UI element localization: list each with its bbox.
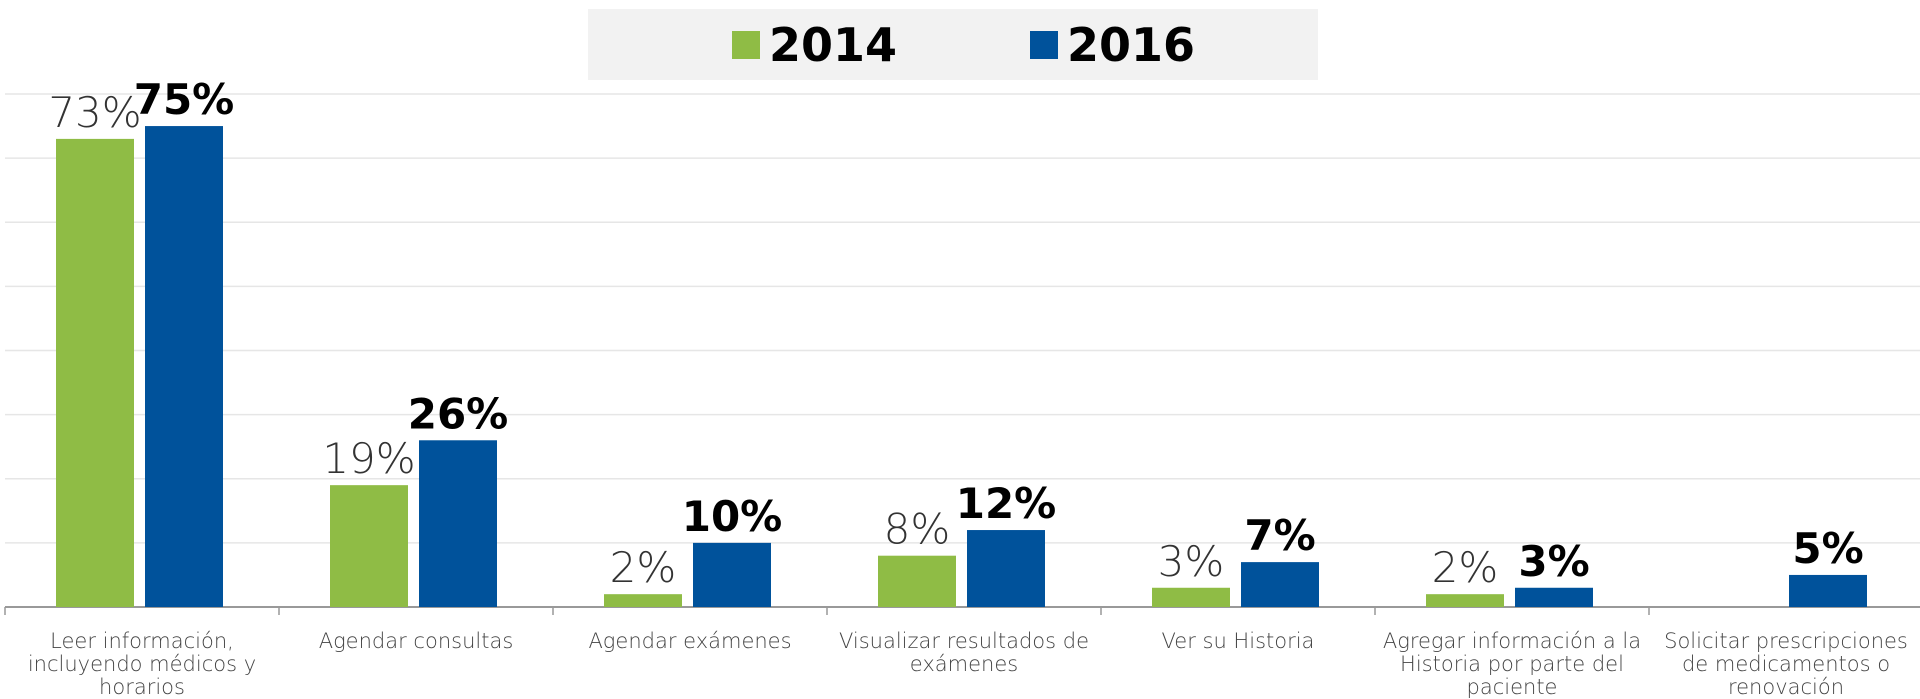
data-label: 10% [682, 492, 783, 541]
x-tick-label: Agendar exámenes [588, 629, 792, 653]
data-label: 19% [322, 434, 415, 483]
x-tick-label: Agendar consultas [318, 629, 514, 653]
bar [145, 126, 223, 607]
legend-swatch [1030, 31, 1058, 59]
bar [419, 440, 497, 607]
data-label: 3% [1518, 537, 1589, 586]
x-tick-label: Ver su Historia [1161, 629, 1315, 653]
bar [1789, 574, 1867, 607]
x-tick-label: Solicitar prescripciones de medicamentos… [1664, 629, 1908, 699]
bar [1515, 587, 1593, 607]
data-label: 75% [134, 75, 235, 124]
bar [1426, 594, 1504, 607]
x-tick-label: Leer información, incluyendo médicos y h… [27, 629, 257, 699]
bar [330, 485, 408, 607]
data-label: 7% [1244, 511, 1315, 560]
bar [56, 138, 134, 607]
legend-label: 2014 [769, 18, 897, 72]
legend-box [588, 9, 1318, 80]
data-label: 26% [408, 389, 509, 438]
bar [1241, 562, 1319, 607]
data-label: 73% [48, 88, 141, 137]
bar [878, 555, 956, 607]
data-label: 3% [1158, 537, 1225, 586]
data-label: 5% [1792, 524, 1863, 573]
data-label: 2% [610, 543, 677, 592]
x-tick-label: Visualizar resultados de exámenes [838, 629, 1090, 676]
data-label: 12% [956, 479, 1057, 528]
x-tick-label: Agregar información a la Historia por pa… [1382, 629, 1642, 699]
bar [693, 542, 771, 607]
bar [967, 530, 1045, 607]
legend-swatch [732, 31, 760, 59]
bar [1152, 587, 1230, 607]
data-label: 2% [1432, 543, 1499, 592]
legend-label: 2016 [1067, 18, 1195, 72]
bar [604, 594, 682, 607]
data-label: 8% [884, 505, 951, 554]
